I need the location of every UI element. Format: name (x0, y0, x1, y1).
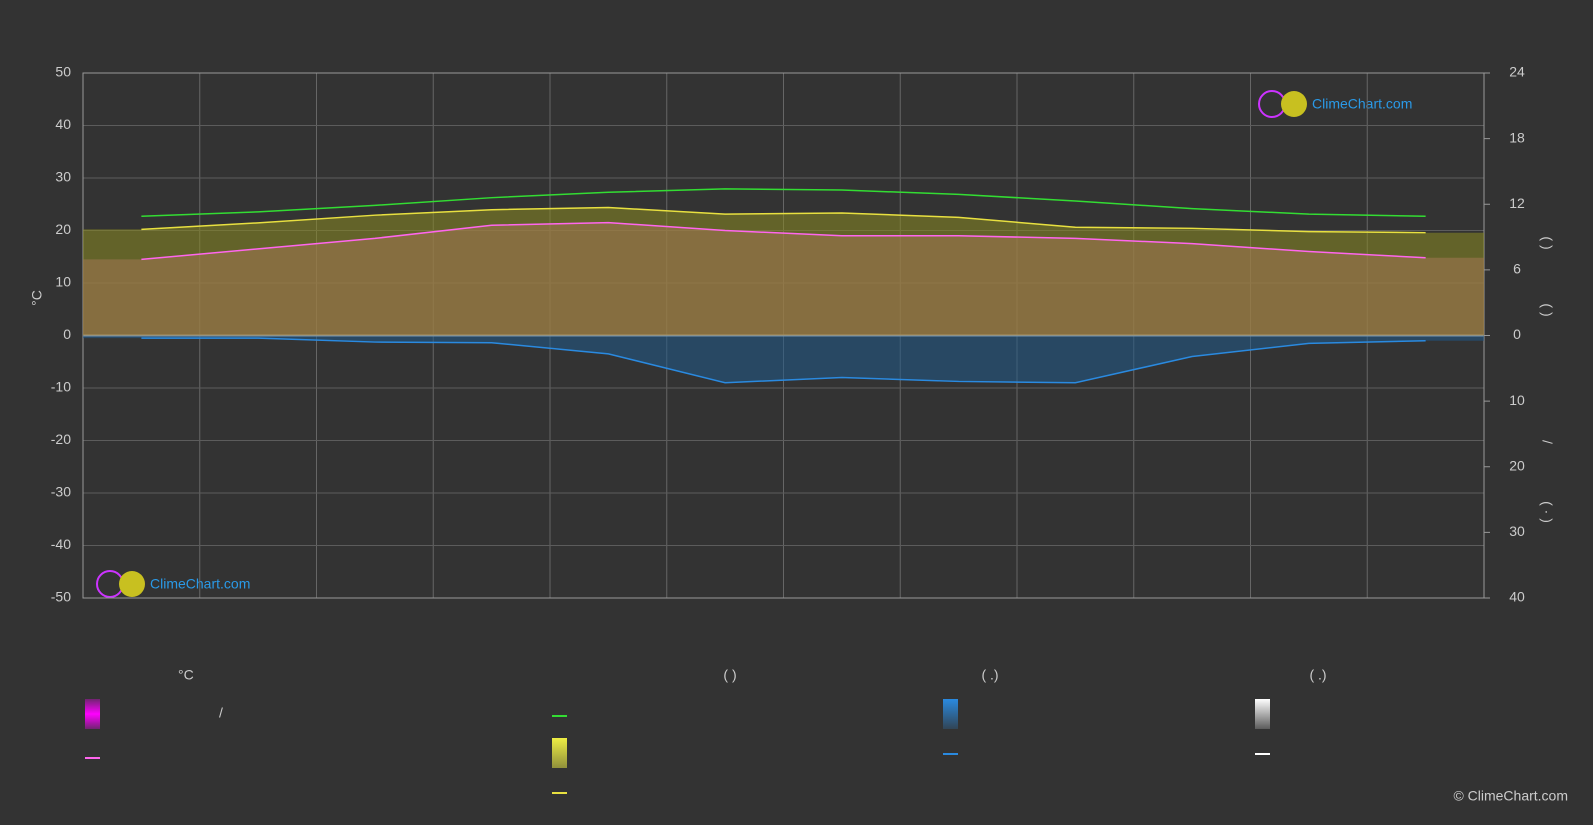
y-tick-label: 40 (55, 116, 71, 132)
logo-sun (119, 571, 145, 597)
y-tick-label: 20 (55, 221, 71, 237)
y2-tick-label: 18 (1509, 129, 1525, 145)
logo-sun (1281, 91, 1307, 117)
logo-text: ClimeChart.com (1312, 96, 1412, 112)
legend-header: ( ) (723, 667, 736, 683)
y2-tick-label: 12 (1509, 195, 1525, 211)
logo-top: ClimeChart.com (1258, 90, 1412, 118)
legend-swatch (85, 757, 100, 759)
legend-swatch (943, 699, 958, 729)
y-tick-label: -20 (51, 431, 71, 447)
series-line (141, 188, 1426, 218)
legend-swatch (552, 738, 567, 768)
y3-tick-label: 10 (1509, 392, 1525, 408)
series-line (141, 337, 1426, 384)
y-tick-label: -50 (51, 589, 71, 605)
legend-swatch (85, 699, 100, 729)
y3-tick-label: 40 (1509, 589, 1525, 605)
legend-swatch (552, 715, 567, 717)
legend-swatch (552, 792, 567, 794)
y3-tick-label: 20 (1509, 457, 1525, 473)
series-line (141, 206, 1426, 234)
y-tick-label: -40 (51, 536, 71, 552)
legend-header: ( .) (981, 667, 998, 683)
y2-tick-label: 0 (1513, 326, 1521, 342)
legend-header: °C (178, 667, 194, 683)
y2-tick-label: 24 (1509, 64, 1525, 80)
legend-header: ( .) (1309, 667, 1326, 683)
legend-swatch (1255, 699, 1270, 729)
y-tick-label: 50 (55, 64, 71, 80)
y-tick-label: 30 (55, 169, 71, 185)
y2-label-part: ( ) (1539, 303, 1555, 316)
y2-label-part: ( ) (1539, 236, 1555, 249)
y-axis-label: °C (29, 290, 45, 306)
legend-swatch (943, 753, 958, 755)
legend-swatch (1255, 753, 1270, 755)
y-tick-label: 0 (63, 326, 71, 342)
series-area (83, 335, 1484, 383)
copyright: © ClimeChart.com (1453, 788, 1568, 804)
y-tick-label: 10 (55, 274, 71, 290)
legend-slash: / (219, 705, 223, 721)
y2-label-part: ( · ) (1539, 501, 1555, 523)
y2-tick-label: 6 (1513, 261, 1521, 277)
y2-label-part: / (1539, 440, 1555, 444)
series-line (141, 221, 1426, 261)
y-tick-label: -30 (51, 484, 71, 500)
y-tick-label: -10 (51, 379, 71, 395)
series-area (83, 207, 1484, 336)
y3-tick-label: 30 (1509, 523, 1525, 539)
